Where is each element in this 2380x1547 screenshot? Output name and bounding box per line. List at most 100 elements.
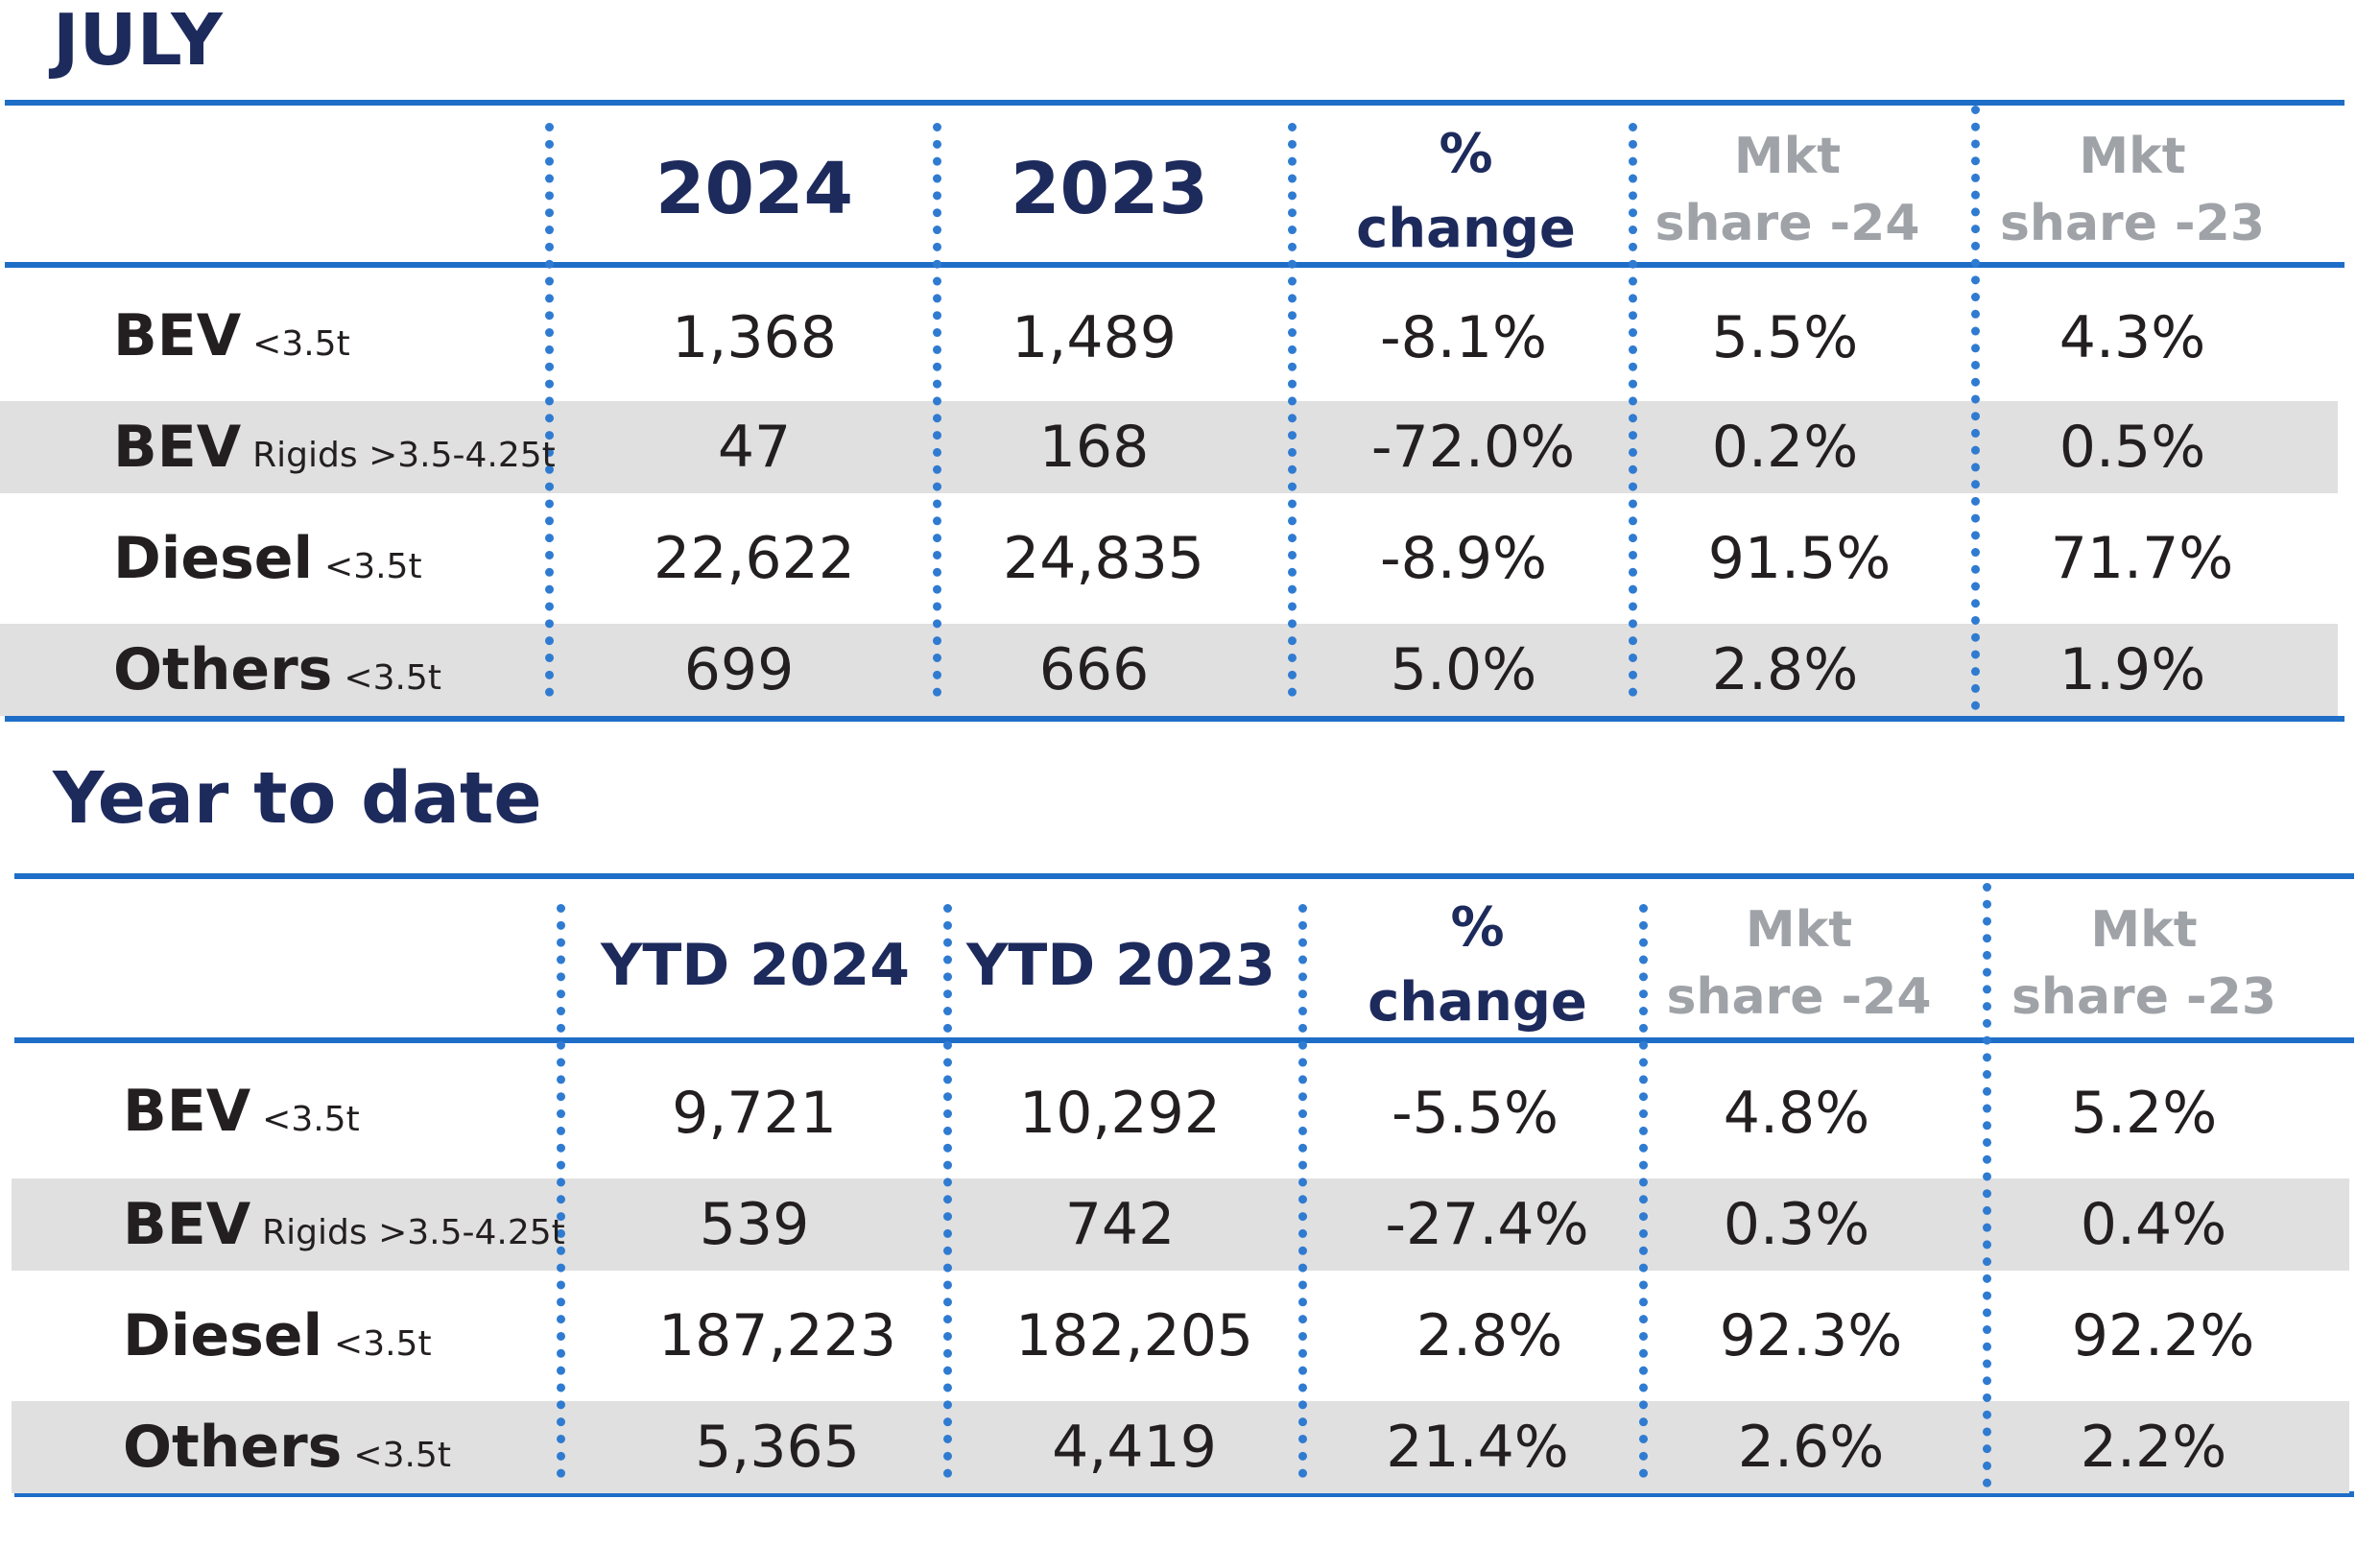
vehicle-type: Diesel bbox=[123, 1302, 323, 1369]
header-share-24-label: share -24 bbox=[1666, 968, 1932, 1026]
value-share-23: 92.2% bbox=[2071, 1302, 2255, 1369]
header-mkt-label: Mkt bbox=[1745, 901, 1853, 959]
value-ytd-2023: 742 bbox=[1064, 1191, 1176, 1258]
value-share-23: 5.2% bbox=[2070, 1080, 2218, 1147]
value-share-24: 91.5% bbox=[1707, 525, 1892, 592]
vehicle-type: Others bbox=[113, 636, 333, 703]
vehicle-class: <3.5t bbox=[262, 1100, 360, 1139]
column-divider bbox=[1639, 904, 1648, 1478]
value-share-23: 0.4% bbox=[2080, 1191, 2227, 1258]
value-share-23: 4.3% bbox=[2059, 304, 2206, 371]
value-change: -5.5% bbox=[1391, 1080, 1559, 1147]
value-share-24: 5.5% bbox=[1711, 304, 1859, 371]
section-title-july: JULY bbox=[53, 0, 223, 82]
header-share-23-label: share -23 bbox=[1999, 195, 2266, 252]
header-bottom-rule bbox=[14, 1037, 2354, 1043]
value-ytd-2024: 187,223 bbox=[657, 1302, 897, 1369]
value-ytd-2024: 539 bbox=[699, 1191, 810, 1258]
header-mkt-share-23: Mkt share -23 bbox=[1990, 896, 2297, 1031]
column-divider bbox=[1629, 123, 1637, 697]
header-top-rule bbox=[5, 100, 2344, 106]
header-share-24-label: share -24 bbox=[1654, 195, 1920, 252]
value-share-23: 71.7% bbox=[2050, 525, 2234, 592]
row-band bbox=[0, 401, 2338, 493]
value-change: -27.4% bbox=[1385, 1191, 1589, 1258]
vehicle-class: <3.5t bbox=[324, 547, 422, 586]
value-2024: 1,368 bbox=[672, 304, 837, 371]
value-ytd-2024: 9,721 bbox=[672, 1080, 837, 1147]
value-2023: 1,489 bbox=[1012, 304, 1177, 371]
row-label: Diesel <3.5t bbox=[113, 530, 422, 587]
value-change: 21.4% bbox=[1386, 1414, 1569, 1481]
header-change-label: change bbox=[1356, 198, 1576, 260]
value-change: -72.0% bbox=[1370, 414, 1576, 481]
header-bottom-rule bbox=[5, 262, 2344, 268]
row-label: Others <3.5t bbox=[113, 641, 441, 699]
vehicle-type: BEV bbox=[123, 1078, 251, 1145]
header-percent-label: % bbox=[1439, 123, 1493, 185]
header-percent-label: % bbox=[1450, 896, 1505, 959]
vehicle-type: Diesel bbox=[113, 525, 314, 592]
column-divider bbox=[1298, 904, 1307, 1478]
value-share-24: 4.8% bbox=[1723, 1080, 1870, 1147]
value-change: 2.8% bbox=[1416, 1302, 1563, 1369]
row-label: Diesel <3.5t bbox=[123, 1307, 432, 1365]
header-change-label: change bbox=[1368, 971, 1587, 1034]
value-share-23: 1.9% bbox=[2059, 636, 2206, 703]
value-change: 5.0% bbox=[1390, 636, 1537, 703]
value-share-24: 0.2% bbox=[1711, 414, 1859, 481]
value-ytd-2023: 182,205 bbox=[1014, 1302, 1254, 1369]
section-title-year-to-date: Year to date bbox=[53, 757, 542, 840]
vehicle-class: <3.5t bbox=[344, 658, 441, 698]
vehicle-type: Others bbox=[123, 1414, 343, 1481]
row-label: BEV <3.5t bbox=[123, 1083, 360, 1140]
column-divider bbox=[943, 904, 952, 1478]
vehicle-class: <3.5t bbox=[252, 324, 350, 364]
value-2024: 699 bbox=[683, 636, 795, 703]
value-share-24: 2.8% bbox=[1711, 636, 1859, 703]
header-percent-change: % change bbox=[1307, 891, 1648, 1040]
column-divider bbox=[933, 123, 941, 697]
vehicle-class: <3.5t bbox=[353, 1436, 451, 1475]
header-2024: 2024 bbox=[655, 148, 853, 230]
vehicle-type: BEV bbox=[113, 414, 242, 481]
value-share-24: 0.3% bbox=[1723, 1191, 1870, 1258]
header-mkt-label: Mkt bbox=[2079, 128, 2186, 185]
header-share-23-label: share -23 bbox=[2011, 968, 2277, 1026]
value-ytd-2023: 10,292 bbox=[1019, 1080, 1221, 1147]
value-ytd-2024: 5,365 bbox=[695, 1414, 860, 1481]
row-band bbox=[12, 1178, 2349, 1271]
value-2024: 22,622 bbox=[654, 525, 855, 592]
header-ytd-2024: YTD 2024 bbox=[600, 932, 911, 999]
vehicle-class: Rigids >3.5-4.25t bbox=[252, 436, 556, 475]
row-label: BEV Rigids >3.5-4.25t bbox=[123, 1196, 565, 1253]
column-divider bbox=[1983, 883, 1991, 1488]
value-2023: 24,835 bbox=[1003, 525, 1204, 592]
header-mkt-label: Mkt bbox=[2090, 901, 2198, 959]
vehicle-class: Rigids >3.5-4.25t bbox=[262, 1213, 565, 1252]
column-divider bbox=[557, 904, 565, 1478]
value-ytd-2023: 4,419 bbox=[1052, 1414, 1217, 1481]
value-share-24: 2.6% bbox=[1737, 1414, 1885, 1481]
vehicle-type: BEV bbox=[123, 1191, 251, 1258]
header-percent-change: % change bbox=[1296, 117, 1636, 267]
column-divider bbox=[1288, 123, 1297, 697]
value-share-23: 0.5% bbox=[2059, 414, 2206, 481]
vehicle-type: BEV bbox=[113, 302, 242, 369]
column-divider bbox=[545, 123, 554, 697]
header-top-rule bbox=[14, 873, 2354, 879]
row-band bbox=[0, 624, 2338, 716]
table-bottom-rule bbox=[5, 716, 2344, 722]
header-ytd-2023: YTD 2023 bbox=[965, 932, 1276, 999]
row-label: BEV <3.5t bbox=[113, 307, 350, 365]
column-divider bbox=[1971, 106, 1980, 710]
value-change: -8.1% bbox=[1379, 304, 1548, 371]
value-change: -8.9% bbox=[1379, 525, 1548, 592]
header-mkt-share-24: Mkt share -24 bbox=[1648, 896, 1950, 1031]
header-mkt-label: Mkt bbox=[1733, 128, 1842, 185]
row-band bbox=[12, 1401, 2349, 1493]
value-2024: 47 bbox=[717, 414, 792, 481]
value-share-23: 2.2% bbox=[2080, 1414, 2227, 1481]
table-bottom-rule bbox=[14, 1491, 2354, 1497]
value-2023: 666 bbox=[1038, 636, 1150, 703]
